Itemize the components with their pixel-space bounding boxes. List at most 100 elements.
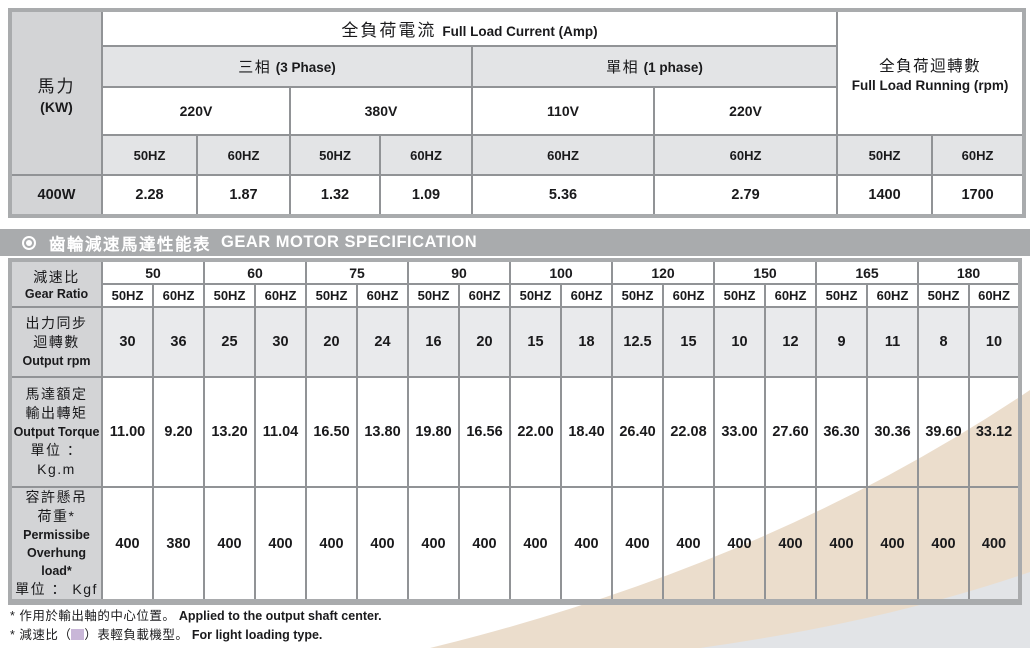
output-torque-value: 39.60 xyxy=(917,376,970,488)
output-rpm-label-line: 出力同步 xyxy=(25,315,88,331)
current-value: 2.28 xyxy=(101,174,198,217)
gear-ratio-label-en: Gear Ratio xyxy=(24,287,89,301)
output-torque-value: 13.20 xyxy=(203,376,256,488)
footnotes: * 作用於輸出軸的中心位置。 Applied to the output sha… xyxy=(10,607,382,645)
hz-header: 60HZ xyxy=(764,283,817,308)
footnote-shaft-center: * 作用於輸出軸的中心位置。 Applied to the output sha… xyxy=(10,607,382,626)
output-torque-value: 22.08 xyxy=(662,376,715,488)
output-rpm-value: 12.5 xyxy=(611,306,664,378)
overhung-load-value: 400 xyxy=(560,486,613,603)
single-phase-header: 單相 (1 phase) xyxy=(470,45,839,88)
footnote-light-loading-en: For light loading type. xyxy=(191,628,323,642)
output-torque-value: 16.56 xyxy=(458,376,511,488)
overhung-load-value: 400 xyxy=(356,486,409,603)
output-torque-value: 27.60 xyxy=(764,376,817,488)
gear-ratio-75: 75 xyxy=(305,259,409,285)
current-value: 5.36 xyxy=(471,174,655,217)
output-rpm-value: 18 xyxy=(560,306,613,378)
full-load-current-zh: 全負荷電流 xyxy=(341,21,437,40)
output-rpm-value: 16 xyxy=(407,306,460,378)
output-rpm-value: 30 xyxy=(254,306,307,378)
full-load-running-en: Full Load Running (rpm) xyxy=(851,77,1009,93)
hz-header: 50HZ xyxy=(815,283,868,308)
gear-ratio-90: 90 xyxy=(407,259,511,285)
light-loading-swatch-icon xyxy=(71,629,85,640)
overhung-load-value: 400 xyxy=(458,486,511,603)
output-torque-label: 馬達額定 輸出轉矩 Output Torque 單位 ： Kg.m xyxy=(9,376,103,488)
hz-header: 60HZ xyxy=(931,134,1026,176)
output-torque-value: 33.00 xyxy=(713,376,766,488)
overhung-load-label: 容許懸吊 荷重* Permissibe Overhung load* 單位 ： Kgf xyxy=(9,486,103,603)
three-phase-zh: 三相 xyxy=(238,59,272,76)
full-load-current-en: Full Load Current (Amp) xyxy=(442,24,598,39)
voltage-header-220v-1ph: 220V xyxy=(652,86,839,136)
hz-header: 60HZ xyxy=(458,283,511,308)
output-rpm-value: 9 xyxy=(815,306,868,378)
full-load-current-header: 全負荷電流 Full Load Current (Amp) xyxy=(100,9,839,47)
footnote-shaft-center-en: Applied to the output shaft center. xyxy=(178,609,382,623)
output-torque-label-line: 輸出轉矩 xyxy=(25,405,88,421)
hz-header: 60HZ xyxy=(866,283,919,308)
hz-header: 60HZ xyxy=(662,283,715,308)
hz-header: 60HZ xyxy=(254,283,307,308)
horsepower-label: 馬力 (KW) xyxy=(9,9,103,176)
current-value: 1400 xyxy=(836,174,934,217)
gear-ratio-label-zh: 減速比 xyxy=(33,269,80,285)
overhung-load-value: 400 xyxy=(509,486,562,603)
gear-ratio-150: 150 xyxy=(713,259,817,285)
overhung-load-label-line: 荷重* xyxy=(37,508,76,524)
full-load-running-header: 全負荷迴轉數 Full Load Running (rpm) xyxy=(836,9,1026,136)
horsepower-label-unit: (KW) xyxy=(40,98,73,115)
gear-ratio-120: 120 xyxy=(611,259,715,285)
gray-swoosh-shape xyxy=(700,572,1030,648)
output-torque-value: 22.00 xyxy=(509,376,562,488)
hz-header: 60HZ xyxy=(560,283,613,308)
hz-header: 60HZ xyxy=(379,134,473,176)
gear-ratio-165: 165 xyxy=(815,259,919,285)
gear-ratio-60: 60 xyxy=(203,259,307,285)
voltage-header-380v-3ph: 380V xyxy=(289,86,473,136)
footnote-light-loading: * 減速比（ ）表輕負載機型。 For light loading type. xyxy=(10,626,382,645)
overhung-load-label-line: 容許懸吊 xyxy=(25,489,88,505)
voltage-header-220v-3ph: 220V xyxy=(101,86,291,136)
full-load-running-zh: 全負荷迴轉數 xyxy=(879,57,982,75)
output-torque-label-line: Output Torque xyxy=(13,425,100,439)
overhung-load-label-line: Overhung load* xyxy=(26,546,87,578)
gear-ratio-50: 50 xyxy=(101,259,205,285)
footnote-light-loading-post: ）表輕負載機型。 xyxy=(84,628,189,642)
hz-header: 50HZ xyxy=(713,283,766,308)
output-rpm-value: 11 xyxy=(866,306,919,378)
hz-header: 60HZ xyxy=(471,134,655,176)
hz-header: 50HZ xyxy=(289,134,381,176)
three-phase-header: 三相 (3 Phase) xyxy=(101,45,473,88)
hz-header: 60HZ xyxy=(968,283,1021,308)
overhung-load-value: 400 xyxy=(305,486,358,603)
single-phase-zh: 單相 xyxy=(606,59,640,76)
three-phase-en: (3 Phase) xyxy=(275,60,336,75)
output-torque-value: 19.80 xyxy=(407,376,460,488)
hz-header: 50HZ xyxy=(203,283,256,308)
gear-ratio-180: 180 xyxy=(917,259,1021,285)
output-rpm-value: 30 xyxy=(101,306,154,378)
hz-header: 50HZ xyxy=(101,283,154,308)
output-rpm-value: 12 xyxy=(764,306,817,378)
output-rpm-value: 10 xyxy=(968,306,1021,378)
hz-header: 50HZ xyxy=(101,134,198,176)
current-value: 1.32 xyxy=(289,174,381,217)
overhung-load-label-line: Permissibe xyxy=(23,528,90,542)
output-rpm-value: 20 xyxy=(458,306,511,378)
horsepower-label-zh: 馬力 xyxy=(37,76,76,96)
output-rpm-label: 出力同步 迴轉數 Output rpm xyxy=(9,306,103,378)
footnote-shaft-center-zh: * 作用於輸出軸的中心位置。 xyxy=(10,609,176,623)
output-torque-value: 30.36 xyxy=(866,376,919,488)
overhung-load-value: 400 xyxy=(254,486,307,603)
hz-header: 50HZ xyxy=(407,283,460,308)
output-torque-value: 13.80 xyxy=(356,376,409,488)
output-rpm-value: 25 xyxy=(203,306,256,378)
hz-header: 60HZ xyxy=(652,134,839,176)
hz-header: 50HZ xyxy=(917,283,970,308)
hz-header: 60HZ xyxy=(196,134,291,176)
single-phase-en: (1 phase) xyxy=(643,60,703,75)
output-rpm-value: 10 xyxy=(713,306,766,378)
output-rpm-value: 24 xyxy=(356,306,409,378)
